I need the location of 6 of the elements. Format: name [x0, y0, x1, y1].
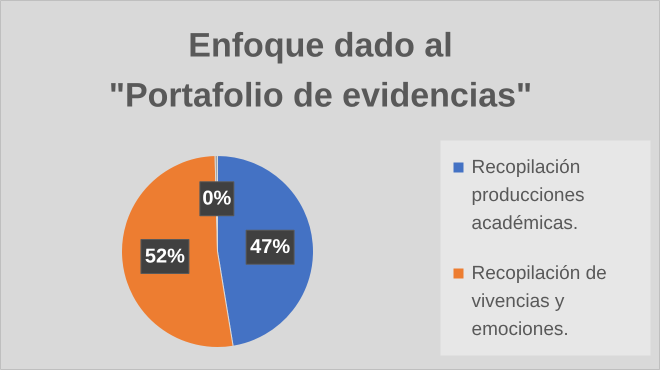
- legend-label: Recopilación producciones académicas.: [472, 157, 585, 234]
- chart-title: Enfoque dado al "Portafolio de evidencias": [108, 26, 532, 114]
- legend-label: Recopilación de vivencias y emociones.: [472, 263, 607, 340]
- data-label: 52%: [144, 245, 186, 268]
- data-label: 0%: [202, 188, 232, 210]
- data-label: 47%: [250, 236, 290, 258]
